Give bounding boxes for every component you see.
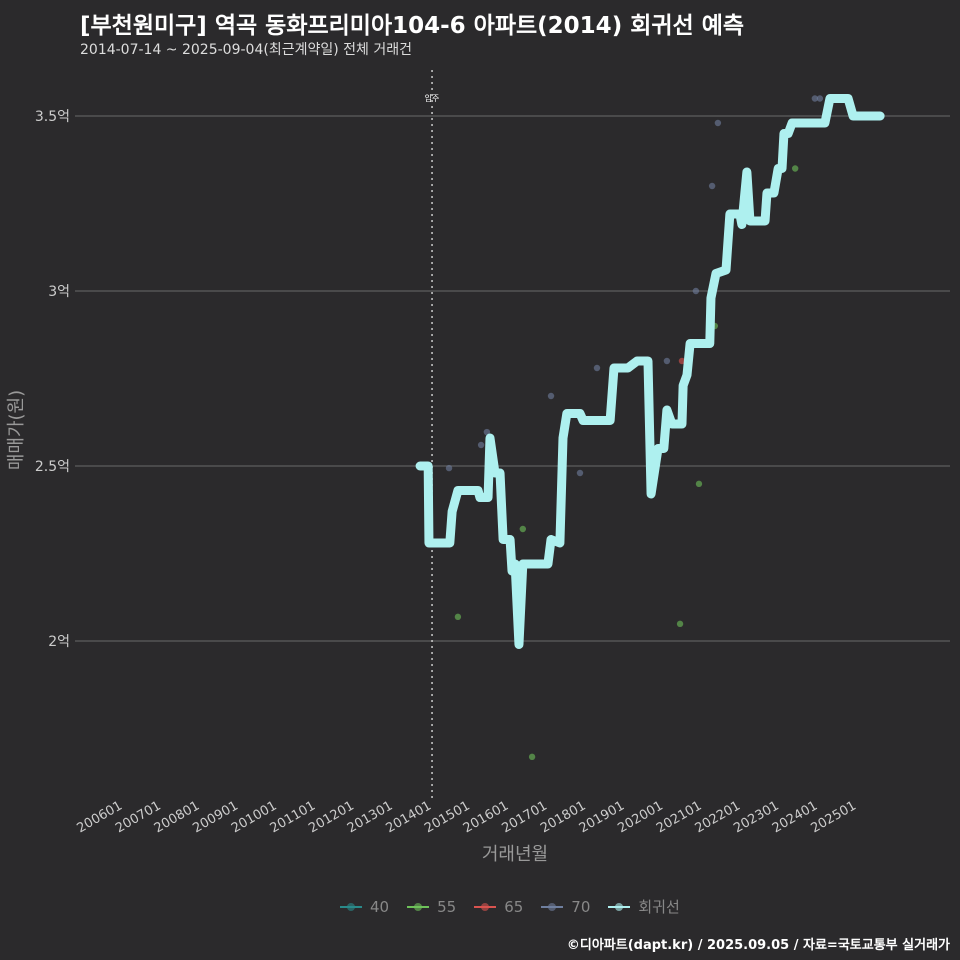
- point-55: [695, 480, 703, 488]
- point-70: [593, 364, 601, 372]
- legend-label: 40: [370, 897, 390, 916]
- legend-label: 회귀선: [638, 898, 680, 916]
- y-tick-label: 2.5억: [35, 459, 70, 475]
- chart-title: [부천원미구] 역곡 동화프리미아104-6 아파트(2014) 회귀선 예측: [80, 13, 745, 39]
- legend-item-65: 65: [474, 896, 523, 917]
- point-70: [547, 392, 555, 400]
- point-55: [528, 753, 536, 761]
- point-55: [454, 613, 462, 621]
- legend-swatch-icon: [407, 902, 430, 911]
- legend-swatch-icon: [541, 902, 564, 911]
- y-axis-title: 매매가(원): [6, 390, 27, 470]
- move-in-label: 입주: [425, 94, 440, 103]
- point-70: [483, 428, 491, 436]
- legend-swatch-icon: [608, 902, 631, 911]
- point-55: [519, 525, 527, 533]
- legend-item-55: 55: [407, 896, 456, 917]
- footer-credit: ©디아파트(dapt.kr) / 2025.09.05 / 자료=국토교통부 실…: [566, 938, 950, 953]
- legend-label: 70: [571, 897, 591, 916]
- point-70: [708, 182, 716, 190]
- point-70: [663, 357, 671, 365]
- point-70: [576, 469, 584, 477]
- point-70: [811, 95, 819, 102]
- legend: 40 55 65 70 회귀선: [340, 896, 680, 917]
- point-70: [714, 119, 722, 127]
- legend-swatch-icon: [474, 902, 497, 911]
- x-axis-title: 거래년월: [482, 844, 548, 865]
- point-55: [676, 620, 684, 628]
- point-55: [791, 165, 799, 172]
- point-70: [445, 464, 453, 472]
- y-tick-label: 3.5억: [35, 109, 70, 125]
- legend-swatch-icon: [340, 902, 362, 911]
- y-tick-label: 3억: [48, 284, 70, 300]
- legend-label: 65: [504, 897, 524, 916]
- chart-subtitle: 2014-07-14 ~ 2025-09-04(최근계약일) 전체 거래건: [80, 42, 412, 58]
- legend-item-회귀선: 회귀선: [608, 896, 680, 917]
- regression-line: [415, 94, 885, 649]
- legend-item-40: 40: [340, 896, 389, 917]
- point-70: [816, 95, 824, 102]
- legend-item-70: 70: [541, 896, 590, 917]
- point-65: [678, 357, 686, 365]
- point-70: [477, 441, 485, 449]
- legend-label: 55: [437, 897, 457, 916]
- point-70: [692, 287, 700, 295]
- y-tick-label: 2억: [48, 634, 70, 650]
